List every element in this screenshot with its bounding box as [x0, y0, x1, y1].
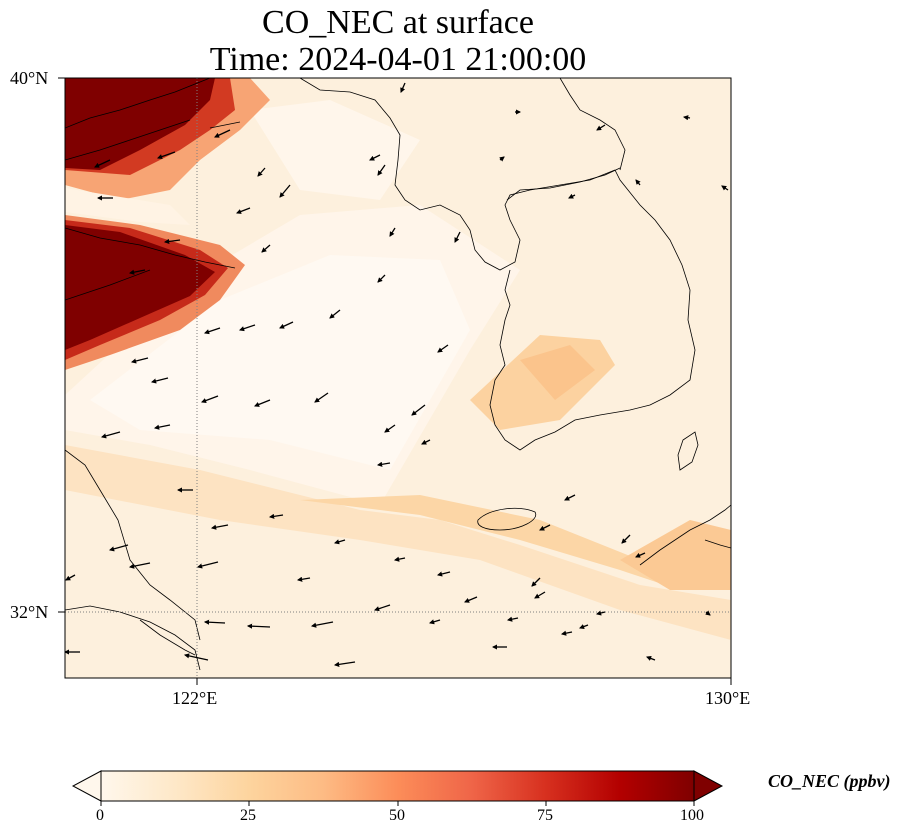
- concentration-field: [65, 78, 731, 678]
- colorbar-tick-label: 25: [240, 807, 256, 824]
- colorbar-gradient: [100, 770, 695, 802]
- map-frame: [64, 77, 732, 679]
- gridlines: [65, 78, 731, 678]
- map-time: Time: 2024-04-01 21:00:00: [209, 41, 587, 78]
- map-title: CO_NEC at surface: [262, 4, 534, 41]
- lat-tick-label: 32°N: [10, 602, 49, 622]
- colorbar-tick-label: 100: [680, 807, 704, 824]
- lon-tick-label: 122°E: [172, 688, 218, 708]
- colorbar-tick-label: 50: [389, 807, 405, 824]
- colorbar-under-extend: [71, 770, 102, 802]
- colorbar-over-extend: [693, 770, 724, 802]
- colorbar-label: CO_NEC (ppbv): [768, 771, 891, 791]
- colorbar: [71, 770, 724, 806]
- colorbar-tick-label: 75: [537, 807, 553, 824]
- wind-vectors: [65, 82, 729, 667]
- coastlines: [65, 78, 731, 671]
- lon-tick-label: 130°E: [705, 688, 751, 708]
- lat-tick-label: 40°N: [10, 68, 49, 88]
- colorbar-tick-label: 0: [96, 807, 104, 824]
